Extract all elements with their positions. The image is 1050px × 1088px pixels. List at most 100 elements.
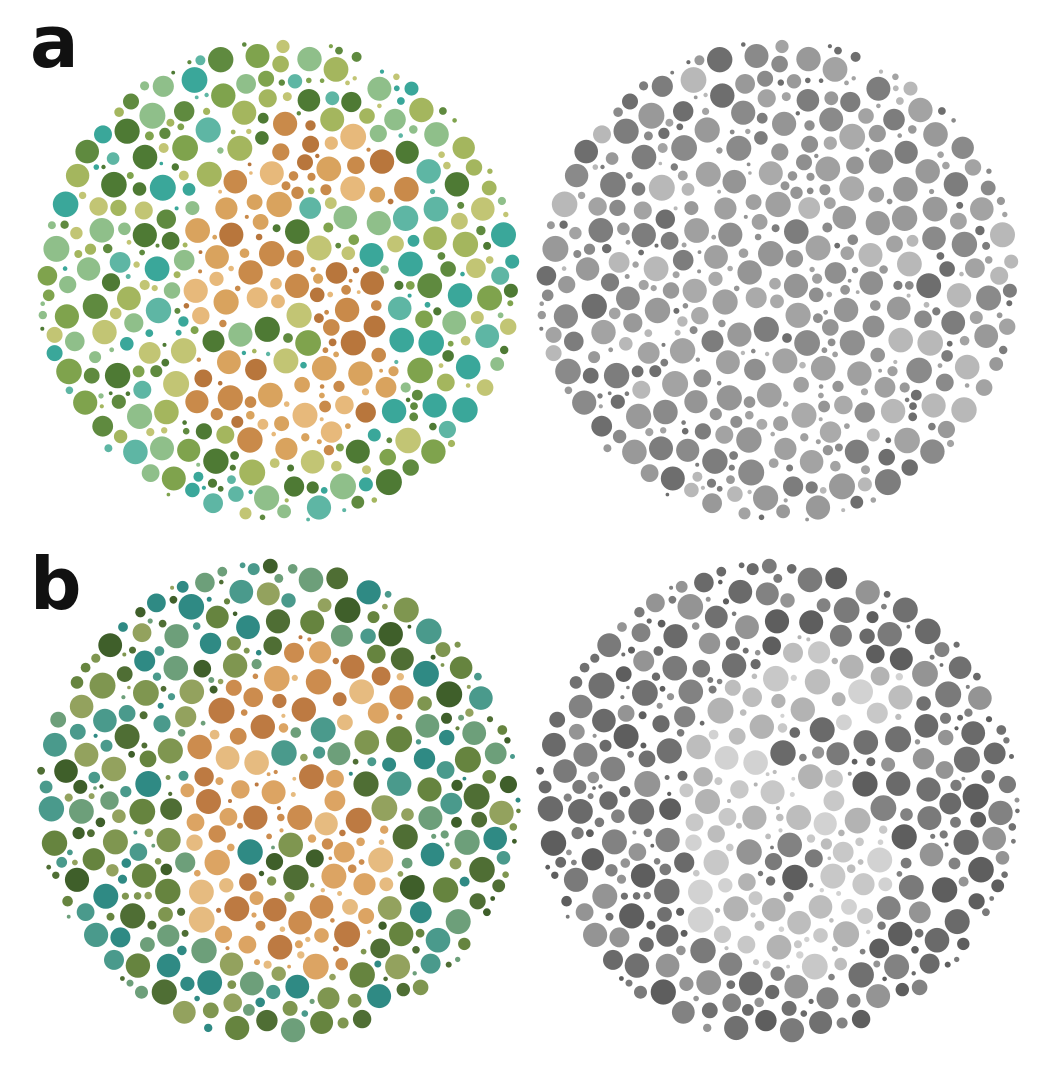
background-dot [306, 77, 312, 84]
figure-dot [266, 191, 292, 218]
background-dot [455, 956, 461, 963]
background-dot [227, 135, 253, 161]
figure-dot [778, 926, 785, 932]
background-dot [259, 514, 266, 521]
background-dot [300, 610, 325, 635]
background-dot [101, 164, 106, 170]
background-dot [347, 993, 362, 1008]
background-dot [360, 948, 367, 955]
figure-dot [205, 245, 229, 269]
figure-dot [366, 147, 371, 152]
figure-dot [210, 408, 223, 421]
background-dot [278, 79, 285, 86]
background-dot [706, 478, 717, 488]
background-dot [93, 164, 100, 170]
background-dot [166, 118, 175, 127]
background-dot [555, 358, 581, 385]
figure-dot [730, 415, 743, 428]
figure-dot [262, 897, 287, 922]
background-dot [118, 705, 136, 722]
background-dot [92, 415, 114, 437]
background-dot [455, 354, 481, 380]
background-dot [718, 579, 723, 585]
background-dot [251, 659, 262, 670]
figure-dot [288, 171, 299, 181]
background-dot [496, 851, 511, 865]
background-dot [56, 358, 82, 385]
background-dot [451, 779, 463, 791]
background-dot [263, 636, 282, 656]
background-dot [64, 867, 90, 892]
background-dot [483, 241, 492, 250]
figure-dot [715, 907, 721, 913]
background-dot [243, 1004, 255, 1016]
background-dot [563, 867, 589, 892]
background-dot [151, 979, 177, 1005]
background-dot [465, 708, 474, 717]
background-dot [317, 987, 340, 1010]
background-dot [378, 622, 403, 647]
background-dot [131, 863, 157, 888]
background-dot [850, 51, 861, 62]
figure-dot [353, 873, 376, 896]
background-dot [475, 324, 500, 348]
figure-dot [870, 347, 885, 363]
background-dot [123, 439, 148, 465]
background-dot [265, 609, 291, 634]
background-dot [83, 367, 100, 384]
background-dot [386, 437, 393, 444]
background-dot [799, 610, 824, 635]
background-dot [976, 285, 1002, 311]
figure-dot [297, 951, 305, 959]
background-dot [193, 471, 204, 482]
panel-label-a: a [30, 0, 79, 84]
background-dot [632, 380, 651, 399]
background-dot [76, 257, 101, 281]
background-dot [764, 853, 783, 871]
background-dot [799, 753, 807, 762]
figure-dot [733, 285, 740, 292]
background-dot [777, 79, 784, 86]
background-dot [663, 624, 688, 649]
background-dot [369, 124, 387, 143]
figure-dot [375, 376, 397, 398]
background-dot [587, 793, 594, 800]
background-dot [108, 391, 113, 396]
background-dot [236, 74, 256, 94]
background-dot [857, 477, 872, 492]
background-dot [583, 243, 596, 255]
figure-dot [186, 813, 205, 832]
background-dot [649, 365, 662, 378]
background-dot [219, 952, 244, 976]
background-dot [168, 791, 173, 796]
background-dot [375, 469, 402, 496]
background-dot [908, 412, 918, 422]
figure-dot [257, 418, 269, 430]
figure-dot [287, 964, 291, 969]
background-dot [52, 871, 60, 879]
background-dot [771, 55, 788, 73]
figure-dot [709, 408, 722, 421]
background-dot [789, 727, 801, 738]
background-dot [125, 391, 131, 397]
ishihara-plate-b-color [33, 556, 523, 1046]
background-dot [694, 423, 711, 440]
background-dot [232, 100, 257, 125]
background-dot [217, 147, 224, 154]
background-dot [255, 649, 262, 656]
background-dot [664, 775, 670, 780]
background-dot [457, 201, 465, 209]
background-dot [445, 842, 450, 847]
background-dot [695, 161, 721, 187]
background-dot [581, 293, 607, 319]
background-dot [397, 871, 404, 877]
background-dot [356, 580, 381, 605]
figure-dot [324, 790, 346, 812]
background-dot [324, 197, 337, 210]
background-dot [73, 390, 98, 415]
background-dot [258, 70, 275, 87]
background-dot [939, 830, 948, 839]
background-dot [592, 883, 618, 909]
background-dot [951, 118, 956, 123]
background-dot [417, 696, 432, 711]
